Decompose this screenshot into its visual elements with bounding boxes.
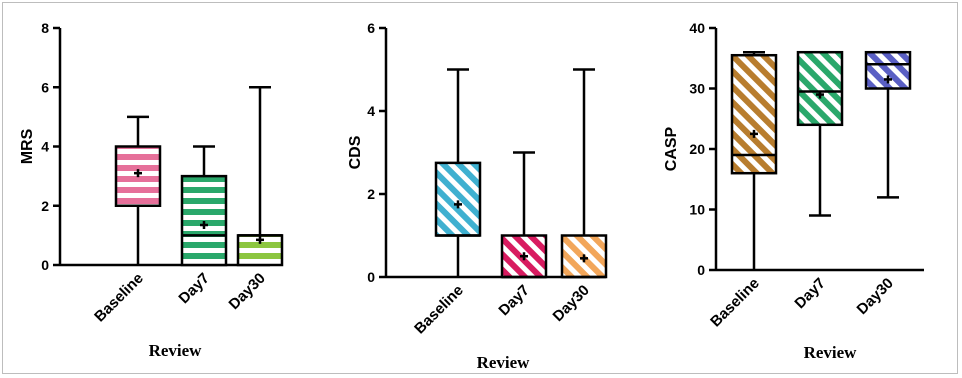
y-tick-label: 0 <box>41 257 49 273</box>
cds-boxplot: 0 2 4 6 CDS Baseline Day7 Day30 Review <box>347 20 608 372</box>
x-category-label: Baseline <box>91 270 147 326</box>
x-category-label: Day30 <box>226 270 269 313</box>
y-tick-label: 6 <box>41 79 49 95</box>
box-iqr <box>180 174 228 267</box>
x-category-label: Day7 <box>495 282 532 319</box>
y-tick-label: 8 <box>41 20 49 36</box>
y-tick-label: 30 <box>689 81 705 97</box>
box-iqr <box>730 53 778 175</box>
x-category-label: Day30 <box>854 275 897 318</box>
mrs-boxplot: 0 2 4 6 8 MRS Baseline Day7 Day30 Review <box>19 20 284 360</box>
box-day30 <box>864 50 912 199</box>
y-tick-label: 0 <box>367 269 375 285</box>
y-tick-label: 20 <box>689 141 705 157</box>
box-iqr <box>796 50 844 127</box>
x-category-label: Day30 <box>550 282 593 325</box>
x-axis-title: Review <box>149 341 203 360</box>
box-baseline <box>730 50 778 270</box>
x-category-label: Baseline <box>707 275 763 331</box>
box-baseline <box>434 68 482 277</box>
casp-boxplot: 0 10 20 30 40 CASP Baseline Day7 Day30 Review <box>663 20 924 362</box>
y-tick-label: 4 <box>367 103 375 119</box>
y-tick-label: 40 <box>689 20 705 36</box>
box-iqr <box>434 161 482 237</box>
y-axis-title: MRS <box>19 128 36 164</box>
box-baseline <box>114 115 162 265</box>
box-day7 <box>796 50 844 217</box>
y-tick-label: 2 <box>41 198 49 214</box>
x-category-label: Day7 <box>175 270 212 307</box>
y-tick-label: 0 <box>697 262 705 278</box>
y-tick-label: 4 <box>41 139 49 155</box>
y-tick-label: 10 <box>689 202 705 218</box>
x-category-label: Day7 <box>791 275 828 312</box>
y-tick-label: 6 <box>367 20 375 36</box>
box-day7 <box>180 145 228 267</box>
x-axis-title: Review <box>477 353 531 372</box>
y-axis-title: CASP <box>663 126 680 171</box>
box-day30 <box>236 86 284 267</box>
box-day7 <box>500 151 548 279</box>
x-axis-title: Review <box>804 343 858 362</box>
y-tick-label: 2 <box>367 186 375 202</box>
y-axis-title: CDS <box>347 135 364 169</box>
box-day30 <box>560 68 608 279</box>
x-category-label: Baseline <box>411 282 467 338</box>
